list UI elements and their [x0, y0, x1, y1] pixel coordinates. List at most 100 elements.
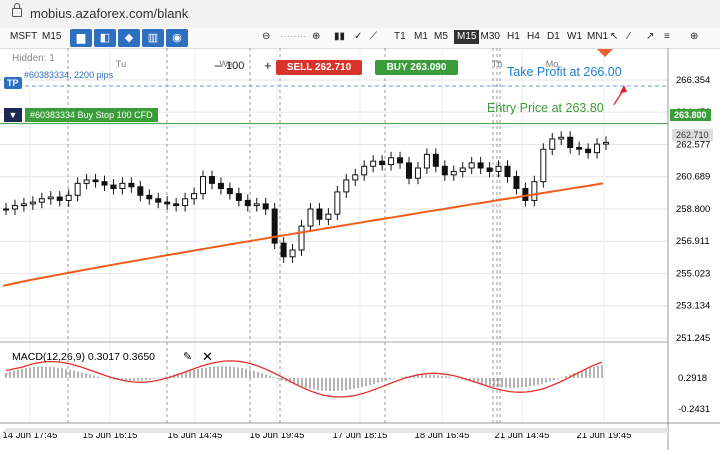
candle-body	[585, 148, 592, 154]
order-price-tag: 263.800	[670, 109, 711, 121]
timeframe-m30[interactable]: M30	[480, 31, 500, 42]
url-text[interactable]: mobius.azaforex.com/blank	[30, 6, 189, 21]
candle-body	[441, 165, 448, 176]
candle-body	[540, 148, 547, 183]
drawing-icon[interactable]: ◆	[118, 29, 140, 47]
volume-stepper[interactable]: − 100 +	[214, 58, 274, 76]
current-price-tag: 262.710	[672, 129, 713, 141]
candle-body	[567, 136, 574, 149]
timeframe-w1[interactable]: W1	[567, 31, 582, 42]
candle-body	[594, 143, 601, 154]
buy-stop-order-label[interactable]: #60383334 Buy Stop 100 CFD	[25, 108, 158, 122]
candle-body	[280, 242, 287, 258]
bar-chart-icon[interactable]: ▆	[70, 29, 92, 47]
x-tick-label: 18 Jun 16:45	[415, 430, 470, 441]
settings-icon[interactable]: ⊕	[690, 31, 699, 42]
timeframe-t1[interactable]: T1	[394, 31, 406, 42]
indicators-icon[interactable]: ▥	[142, 29, 164, 47]
symbol-label[interactable]: MSFT	[10, 31, 38, 42]
x-tick-label: 15 Jun 16:15	[83, 430, 138, 441]
price-chart[interactable]: 266.354264.476262.577260.689258.800256.9…	[0, 48, 720, 450]
candle-body	[307, 208, 314, 227]
candle-body	[370, 160, 377, 167]
decrement-icon[interactable]: −	[214, 59, 222, 73]
timeframe-h4[interactable]: H4	[527, 31, 540, 42]
candle-body	[289, 249, 296, 258]
y-tick-label: 256.911	[676, 236, 710, 247]
line-chart-icon[interactable]: ✓	[354, 31, 363, 42]
day-label: Mo	[546, 59, 559, 69]
candle-body	[29, 201, 36, 205]
candle-body	[352, 174, 359, 181]
pencil-icon[interactable]: ✎	[183, 351, 192, 363]
candle-body	[450, 170, 457, 176]
candle-body	[576, 147, 583, 150]
candle-body	[137, 186, 144, 196]
horizontal-scrollbar[interactable]	[5, 428, 668, 433]
y-tick-label: 253.134	[676, 301, 710, 312]
order-collapse-icon[interactable]: ▼	[4, 108, 22, 122]
browser-address-bar[interactable]: mobius.azaforex.com/blank	[0, 0, 720, 29]
candle-body	[253, 203, 260, 207]
candle-body	[334, 191, 341, 215]
tp-badge[interactable]: TP	[4, 77, 22, 89]
candle-body	[271, 208, 278, 244]
candle-body	[405, 162, 412, 179]
candle-body	[92, 179, 99, 183]
timeframe-small-label[interactable]: M15	[42, 31, 62, 42]
horizontal-line-icon[interactable]: ↗	[646, 31, 655, 42]
chart-toolbar: MSFT M15 ▆ ◧ ◆ ▥ ◉ ⊖ ········ ⊕ ▮▮ ✓ ⟋ T…	[0, 28, 720, 49]
zoom-out-icon[interactable]: ⊖	[262, 31, 271, 42]
candle-body	[388, 157, 395, 166]
volume-input[interactable]: 100	[226, 60, 245, 72]
day-label: We	[219, 59, 232, 69]
area-chart-icon[interactable]: ⟋	[370, 31, 377, 42]
y-tick-label: 258.800	[676, 204, 710, 215]
timeframe-m1[interactable]: M1	[414, 31, 428, 42]
zoom-slider[interactable]: ········	[280, 31, 307, 42]
timeframe-d1[interactable]: D1	[547, 31, 560, 42]
sell-button[interactable]: SELL 262.710	[276, 60, 362, 75]
candle-body	[191, 193, 198, 200]
candle-body	[414, 167, 421, 179]
candle-body	[262, 203, 269, 210]
entry-price-annotation: Entry Price at 263.80	[487, 101, 604, 115]
macd-title: MACD(12,26,9) 0.3017 0.3650	[12, 351, 155, 363]
candle-body	[298, 225, 305, 251]
crosshair-icon[interactable]: ↖	[610, 31, 619, 42]
candle-body	[522, 188, 529, 201]
candle-body	[20, 203, 27, 207]
x-tick-label: 16 Jun 19:45	[250, 430, 305, 441]
buy-button[interactable]: BUY 263.090	[375, 60, 458, 75]
increment-icon[interactable]: +	[264, 58, 272, 73]
y-tick-label: 260.689	[676, 172, 710, 183]
candles-icon[interactable]: ▮▮	[334, 31, 346, 42]
candle-body	[558, 136, 565, 140]
candle-body	[200, 176, 207, 195]
candle-body	[164, 201, 171, 205]
candle-body	[128, 182, 135, 188]
y-tick-label: 251.245	[676, 333, 710, 344]
candle-body	[65, 194, 72, 201]
candle-body	[119, 182, 126, 190]
zoom-in-icon[interactable]: ⊕	[312, 31, 321, 42]
timeframe-m5[interactable]: M5	[434, 31, 448, 42]
timeframe-mn1[interactable]: MN1	[587, 31, 609, 42]
close-icon[interactable]: ✕	[202, 349, 213, 364]
day-label: Tu	[116, 59, 126, 69]
candle-body	[155, 198, 162, 203]
day-label: Th	[492, 59, 503, 69]
x-tick-label: 16 Jun 14:45	[168, 430, 223, 441]
candle-body	[173, 203, 180, 207]
macd-tick-lower: -0.2431	[678, 404, 710, 415]
timeframe-h1[interactable]: H1	[507, 31, 520, 42]
timeframe-m15[interactable]: M15	[454, 30, 480, 44]
trendline-icon[interactable]: ⁄	[628, 31, 630, 42]
text-tool-icon[interactable]: ≡	[664, 31, 670, 42]
more-tools-icon[interactable]: ◉	[166, 29, 188, 47]
candle-body	[244, 199, 251, 207]
candle-body	[316, 208, 323, 220]
candle-body	[423, 153, 430, 169]
candle-body	[361, 165, 368, 176]
layout-icon[interactable]: ◧	[94, 29, 116, 47]
